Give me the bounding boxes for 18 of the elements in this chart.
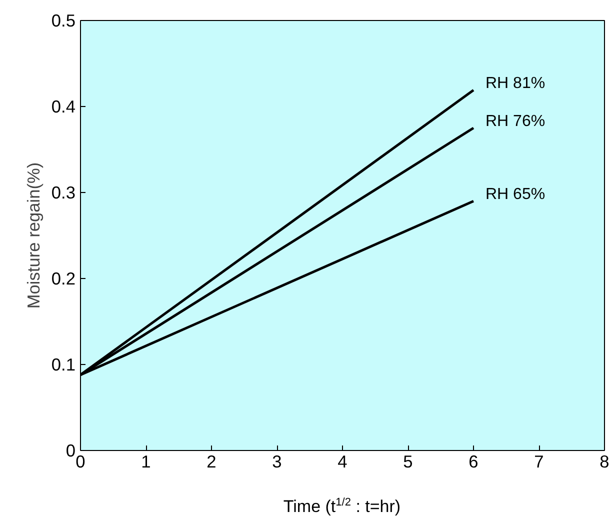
x-tick-label: 4 <box>338 452 348 472</box>
y-tick-label: 0.2 <box>51 268 76 288</box>
x-tick-label: 3 <box>272 452 282 472</box>
x-tick-label: 1 <box>141 452 151 472</box>
x-tick-label: 5 <box>403 452 413 472</box>
y-tick-label: 0.1 <box>51 354 76 374</box>
y-tick-label: 0.3 <box>51 182 76 202</box>
series-label: RH 76% <box>486 113 546 130</box>
x-tick-label: 2 <box>206 452 216 472</box>
x-tick-label: 8 <box>600 452 610 472</box>
x-tick-label: 7 <box>534 452 544 472</box>
y-tick-label: 0.4 <box>51 96 76 116</box>
x-tick-label: 6 <box>468 452 478 472</box>
y-axis-title: Moisture regain(%) <box>23 162 44 309</box>
series-label: RH 81% <box>486 75 546 92</box>
x-axis-title: Time (t$^{1/2}$ : t=hr) <box>283 495 401 518</box>
y-tick-label: 0.5 <box>51 10 76 30</box>
series-label: RH 65% <box>486 186 546 204</box>
